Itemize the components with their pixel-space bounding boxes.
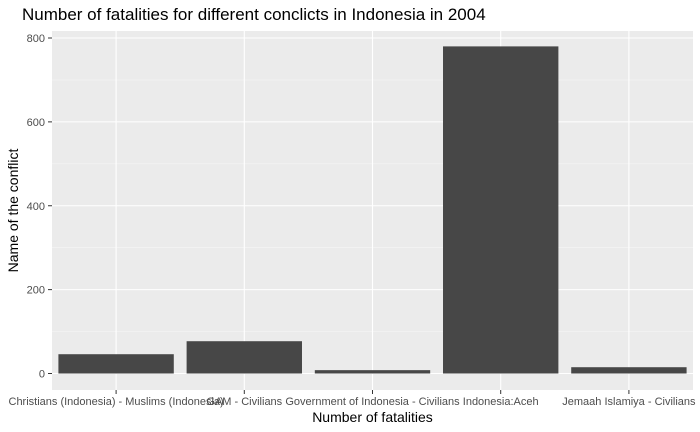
x-tick-label: Christians (Indonesia) - Muslims (Indone… (9, 396, 224, 408)
major-grid (52, 31, 693, 390)
bars-group (58, 46, 687, 374)
bar (571, 367, 687, 374)
y-tick-label: 400 (27, 201, 45, 213)
x-axis: Christians (Indonesia) - Muslims (Indone… (9, 390, 696, 408)
x-tick-label: Indonesia:Aceh (463, 396, 539, 408)
y-tick-label: 0 (39, 369, 45, 381)
x-axis-title: Number of fatalities (312, 409, 433, 425)
bar (314, 370, 431, 374)
bar (186, 341, 302, 374)
y-tick-label: 600 (27, 117, 45, 129)
y-axis-title: Name of the conflict (5, 149, 21, 273)
y-tick-label: 200 (27, 285, 45, 297)
x-tick-label: Jemaah Islamiya - Civilians (562, 396, 696, 408)
x-tick-label: Government of Indonesia - Civilians (285, 396, 460, 408)
chart-title: Number of fatalities for different concl… (22, 5, 486, 24)
bar (58, 354, 174, 374)
bar (443, 46, 559, 374)
x-tick-label: GAM - Civilians (206, 396, 282, 408)
y-tick-label: 800 (27, 33, 45, 45)
y-axis: 0 200 400 600 800 (27, 33, 52, 381)
